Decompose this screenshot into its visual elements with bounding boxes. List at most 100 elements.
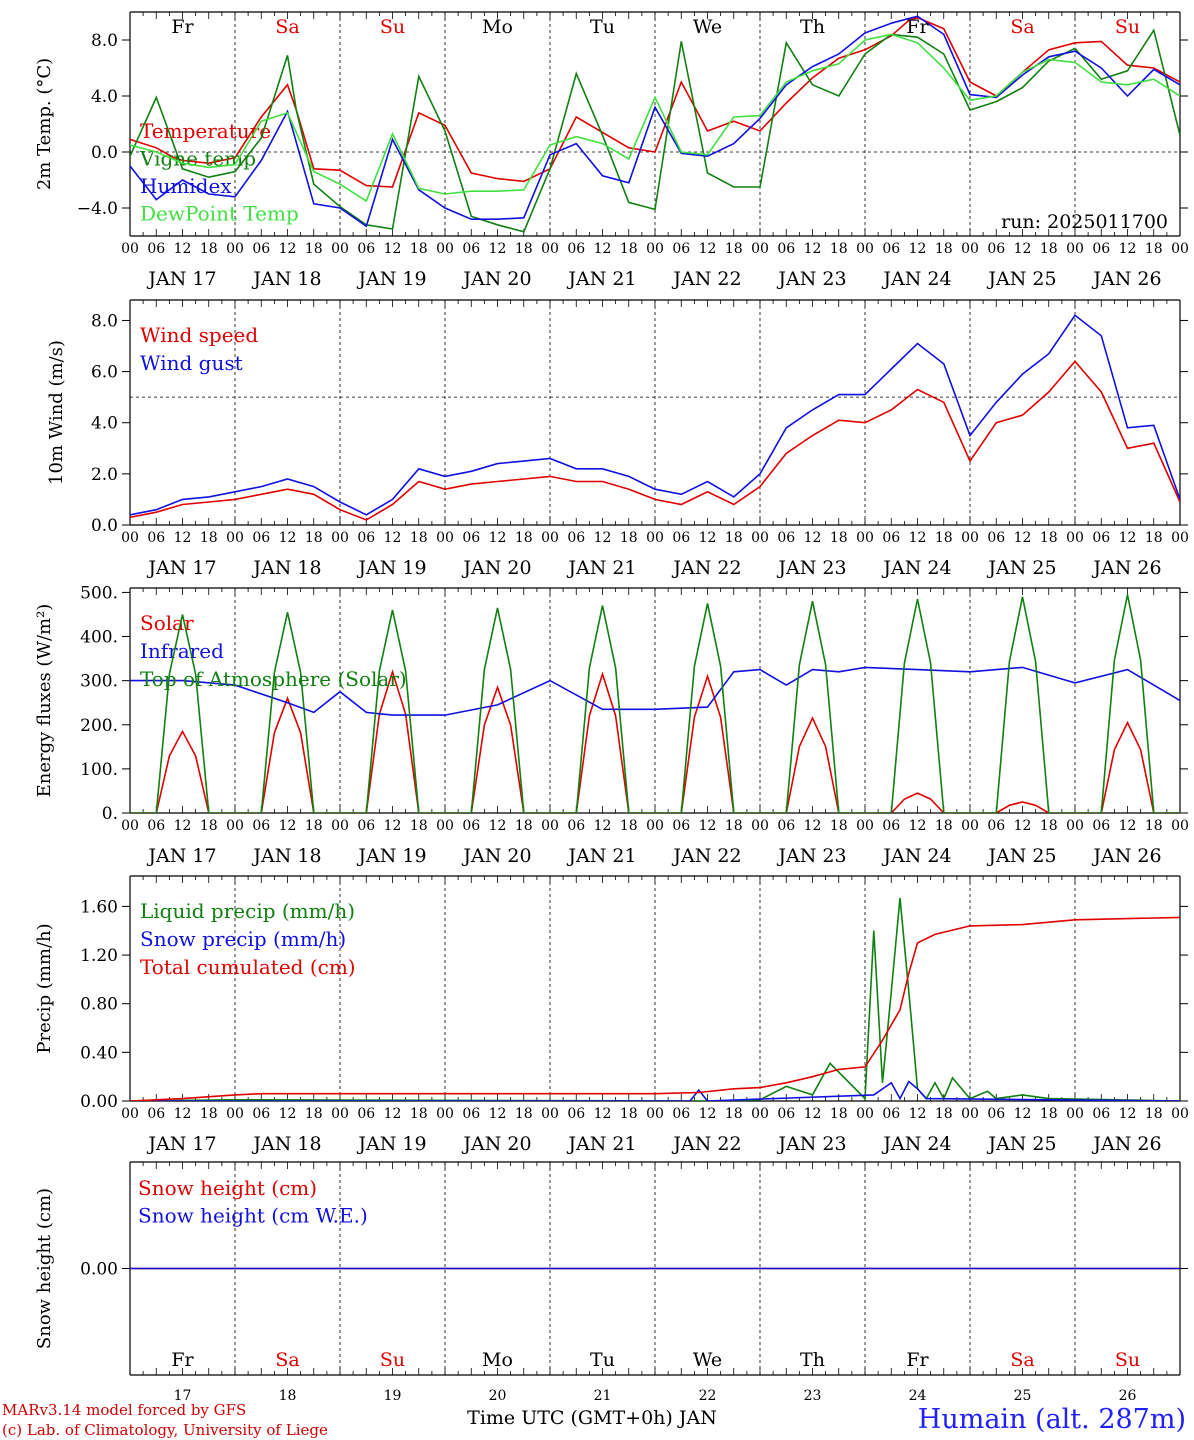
hour-label: 00 — [436, 818, 454, 834]
legend-entry: DewPoint Temp — [140, 202, 299, 226]
weekday-label: Su — [1115, 16, 1140, 38]
hour-label: 00 — [226, 530, 244, 546]
hour-label: 18 — [620, 530, 638, 546]
hour-label: 18 — [410, 818, 428, 834]
y-tick-label: 200. — [80, 716, 118, 736]
y-tick-label: 0.00 — [80, 1260, 118, 1280]
hour-label: 06 — [567, 241, 585, 257]
day-label: JAN 21 — [566, 845, 636, 867]
hour-label: 12 — [804, 241, 822, 257]
hour-label: 12 — [699, 818, 717, 834]
hour-label: 12 — [279, 1106, 297, 1122]
day-label: JAN 19 — [356, 1133, 426, 1155]
series-line-2 — [130, 1080, 1180, 1101]
day-label: JAN 22 — [671, 557, 741, 579]
hour-label: 12 — [594, 818, 612, 834]
y-tick-label: 300. — [80, 672, 118, 692]
hour-label: 00 — [121, 818, 139, 834]
y-tick-label: 100. — [80, 760, 118, 780]
hour-label: 00 — [856, 818, 874, 834]
hour-label: 12 — [489, 818, 507, 834]
series-line-2 — [130, 666, 1180, 716]
day-number-label: 25 — [1014, 1388, 1032, 1404]
hour-label: 12 — [909, 241, 927, 257]
hour-label: 06 — [357, 241, 375, 257]
hour-label: 06 — [252, 818, 270, 834]
hour-label: 12 — [594, 1106, 612, 1122]
hour-label: 06 — [147, 1106, 165, 1122]
hour-label: 00 — [646, 530, 664, 546]
legend-entry: Temperature — [140, 119, 271, 143]
hour-label: 06 — [987, 241, 1005, 257]
day-label: JAN 24 — [881, 557, 951, 579]
weekday-label: Su — [380, 16, 405, 38]
day-label: JAN 17 — [146, 557, 216, 579]
run-label: run: 2025011700 — [1001, 211, 1168, 233]
hour-label: 06 — [882, 818, 900, 834]
day-label: JAN 24 — [881, 1133, 951, 1155]
hour-label: 12 — [1119, 530, 1137, 546]
day-number-label: 18 — [279, 1388, 297, 1404]
hour-label: 18 — [830, 530, 848, 546]
y-tick-label: 6.0 — [91, 363, 118, 383]
hour-label: 06 — [987, 1106, 1005, 1122]
hour-label: 06 — [252, 1106, 270, 1122]
hour-label: 12 — [1119, 241, 1137, 257]
y-axis-label: 2m Temp. (°C) — [34, 58, 55, 190]
hour-label: 18 — [515, 818, 533, 834]
hour-label: 12 — [1014, 818, 1032, 834]
y-axis-label: Snow height (cm) — [34, 1188, 55, 1349]
day-label: JAN 25 — [986, 1133, 1056, 1155]
day-label: JAN 18 — [251, 268, 321, 290]
hour-label: 18 — [200, 530, 218, 546]
hour-label: 00 — [1066, 530, 1084, 546]
hour-label: 00 — [226, 1106, 244, 1122]
hour-label: 00 — [436, 1106, 454, 1122]
day-number-label: 19 — [384, 1388, 402, 1404]
hour-label: 06 — [672, 241, 690, 257]
hour-label: 12 — [384, 530, 402, 546]
weekday-label: We — [693, 16, 722, 38]
day-label: JAN 23 — [776, 1133, 846, 1155]
day-label: JAN 24 — [881, 268, 951, 290]
hour-label: 18 — [515, 1106, 533, 1122]
hour-label: 06 — [672, 1106, 690, 1122]
weekday-label: Sa — [1010, 1349, 1034, 1371]
legend-entry: Total cumulated (cm) — [140, 955, 356, 979]
hour-label: 06 — [882, 1106, 900, 1122]
legend-entry: Top of Atmosphere (Solar) — [140, 667, 407, 691]
y-tick-label: 0.0 — [91, 516, 118, 536]
day-label: JAN 20 — [461, 557, 531, 579]
day-label: JAN 23 — [776, 845, 846, 867]
y-axis-label: Energy fluxes (W/m²) — [34, 604, 55, 798]
hour-label: 06 — [777, 1106, 795, 1122]
hour-label: 00 — [961, 530, 979, 546]
hour-label: 00 — [331, 818, 349, 834]
weekday-label: Th — [800, 16, 825, 38]
hour-label: 06 — [357, 530, 375, 546]
y-tick-label: 500. — [80, 583, 118, 603]
hour-label: 18 — [1145, 241, 1163, 257]
hour-label: 06 — [252, 241, 270, 257]
hour-label: 00 — [646, 818, 664, 834]
hour-label: 18 — [620, 241, 638, 257]
hour-label: 06 — [777, 818, 795, 834]
hour-label: 00 — [436, 241, 454, 257]
legend-entry: Snow height (cm) — [138, 1176, 317, 1200]
hour-label: 18 — [305, 818, 323, 834]
hour-label: 06 — [1092, 241, 1110, 257]
hour-label: 18 — [830, 241, 848, 257]
hour-label: 18 — [1040, 241, 1058, 257]
hour-label: 00 — [331, 241, 349, 257]
hour-label: 00 — [1066, 1106, 1084, 1122]
hour-label: 06 — [462, 818, 480, 834]
hour-label: 00 — [121, 241, 139, 257]
hour-label: 18 — [725, 530, 743, 546]
legend-entry: Wind speed — [140, 323, 258, 347]
hour-label: 12 — [594, 530, 612, 546]
hour-label: 06 — [252, 530, 270, 546]
series-line-3 — [130, 916, 1180, 1101]
hour-label: 12 — [909, 530, 927, 546]
day-number-label: 26 — [1119, 1388, 1137, 1404]
day-label: JAN 19 — [356, 268, 426, 290]
